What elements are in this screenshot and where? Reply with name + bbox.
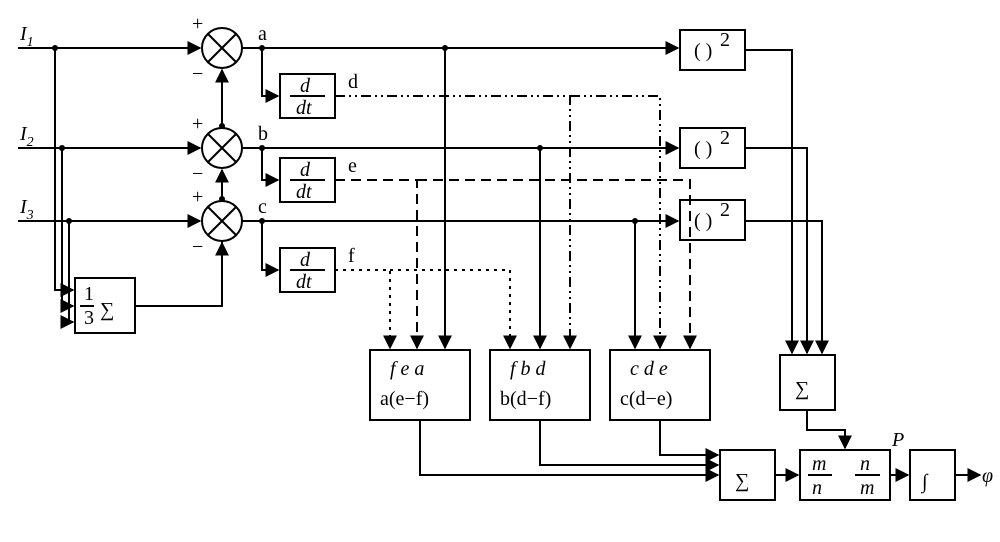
svg-text:2: 2 [720, 127, 730, 149]
input-i1-label: I1 [19, 23, 34, 50]
svg-text:−: − [192, 63, 203, 85]
label-e: e [348, 155, 357, 177]
prod-2: f b d b(d−f) [490, 350, 590, 420]
svg-text:dt: dt [296, 97, 312, 119]
route-f-p1 [335, 270, 390, 348]
svg-text:m: m [860, 477, 874, 499]
ddt-1: d dt [280, 74, 335, 119]
integrator-block [910, 450, 955, 500]
sigma-top-label: ∑ [795, 378, 809, 400]
svg-text:+: + [192, 186, 203, 208]
svg-text:d: d [300, 159, 311, 181]
svg-text:2: 2 [720, 29, 730, 51]
label-b: b [258, 123, 268, 145]
input-i3-label: I3 [19, 196, 34, 223]
avg-to-s3 [135, 243, 222, 306]
svg-text:c(d−e): c(d−e) [620, 388, 672, 410]
svg-text:dt: dt [296, 181, 312, 203]
svg-text:b(d−f): b(d−f) [500, 388, 551, 410]
svg-text:c d e: c d e [630, 358, 668, 380]
svg-text:dt: dt [296, 271, 312, 293]
ddt-3: d dt [280, 248, 335, 293]
svg-text:( ): ( ) [694, 40, 712, 62]
svg-text:+: + [192, 113, 203, 135]
label-p: P [891, 429, 904, 451]
avg-num: 1 [84, 283, 94, 305]
prod-3: c d e c(d−e) [610, 350, 710, 420]
prod-1: f e a a(e−f) [370, 350, 470, 420]
p3-to-sum [660, 420, 718, 455]
svg-text:f b d: f b d [510, 358, 547, 380]
wire-sq2-sum [745, 148, 807, 353]
avg-den: 3 [84, 307, 94, 329]
output-phi: φ [982, 465, 993, 487]
label-c: c [258, 196, 267, 218]
svg-text:−: − [192, 236, 203, 258]
square-1: ( ) 2 [680, 29, 745, 70]
svg-text:n: n [860, 453, 870, 475]
avg-sigma: ∑ [100, 299, 114, 321]
sigma-bot-label: ∑ [735, 470, 749, 492]
p1-to-sum [420, 420, 718, 475]
svg-text:a(e−f): a(e−f) [380, 388, 429, 410]
svg-text:2: 2 [720, 199, 730, 221]
route-f-p2 [390, 270, 510, 348]
label-a: a [258, 23, 267, 45]
ddt-2: d dt [280, 158, 335, 203]
label-f: f [348, 245, 355, 267]
svg-text:+: + [192, 13, 203, 35]
sumtop-to-div [807, 410, 845, 448]
input-i2-label: I2 [19, 123, 34, 150]
svg-text:f e a: f e a [390, 358, 424, 380]
tap-b-ddt [262, 148, 278, 180]
tap-i1-avg [55, 48, 73, 290]
svg-text:( ): ( ) [694, 210, 712, 232]
svg-text:n: n [812, 477, 822, 499]
tap-c-ddt [262, 221, 278, 270]
tap-a-ddt [262, 48, 278, 96]
label-d: d [348, 71, 358, 93]
svg-text:m: m [812, 453, 826, 475]
tap-i2-avg [62, 148, 73, 306]
route-e-p3 [417, 180, 690, 348]
square-2: ( ) 2 [680, 127, 745, 168]
svg-text:−: − [192, 163, 203, 185]
wire-sq1-sum [745, 50, 792, 353]
svg-text:( ): ( ) [694, 138, 712, 160]
wire-sq3-sum [745, 221, 822, 353]
p2-to-sum [540, 420, 718, 465]
svg-text:d: d [300, 249, 311, 271]
svg-text:d: d [300, 75, 311, 97]
